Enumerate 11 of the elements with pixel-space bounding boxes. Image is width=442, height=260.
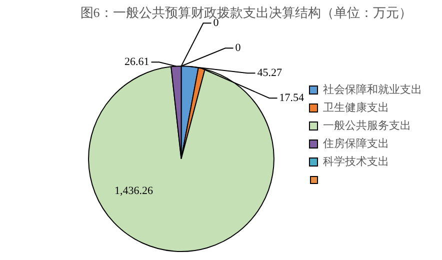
legend-label: 住房保障支出	[323, 136, 389, 150]
data-label: 17.54	[279, 92, 304, 104]
legend-label: 社会保障和就业支出	[323, 82, 422, 96]
legend-label: 科学技术支出	[323, 154, 389, 168]
data-label: 1,436.26	[114, 184, 154, 197]
data-label: 45.27	[257, 66, 282, 79]
legend-label: 卫生健康支出	[323, 100, 389, 114]
legend-label: 一般公共服务支出	[323, 118, 411, 132]
chart-title: 图6：一般公共预算财政拨款支出决算结构（单位：万元）	[80, 5, 412, 20]
text: 0	[235, 42, 241, 54]
data-label: 26.61	[124, 56, 150, 68]
